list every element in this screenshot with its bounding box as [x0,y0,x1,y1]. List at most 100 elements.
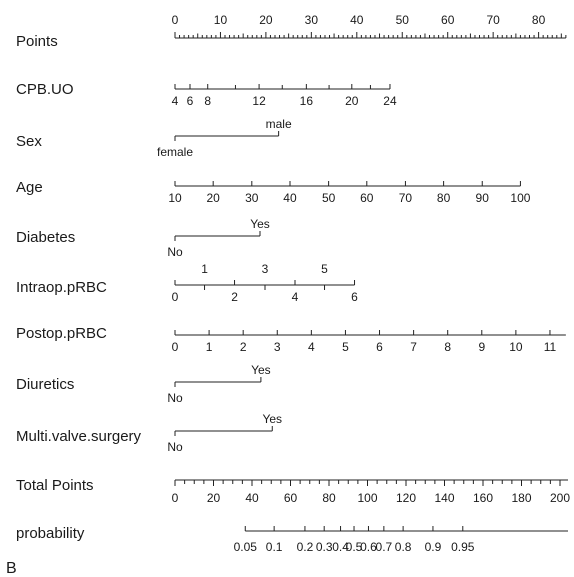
tick-label: 0 [172,340,179,354]
tick-label: 40 [283,191,297,205]
tick-label: 0.95 [451,540,475,554]
level-label: No [167,391,183,405]
tick-label: 0.5 [346,540,363,554]
level-label: Yes [251,363,271,377]
tick-label: 8 [204,94,211,108]
tick-label: 4 [292,290,299,304]
tick-label: 1 [201,262,208,276]
tick-label: 100 [510,191,530,205]
tick-label: 0.05 [234,540,258,554]
tick-label: 10 [509,340,523,354]
scale-points: 0 10 20 30 40 50 60 70 80 [172,13,567,39]
tick-label: 0.3 [316,540,333,554]
tick-label: 50 [396,13,410,27]
tick-label: 20 [206,191,220,205]
scale-age: 10 20 30 40 50 60 70 80 90 100 [168,181,531,205]
panel-label: B [6,560,17,577]
tick-label: 0.1 [266,540,283,554]
row-label-postop-prbc: Postop.pRBC [16,325,107,342]
tick-label: 180 [511,491,531,505]
tick-label: 5 [321,262,328,276]
tick-label: 8 [444,340,451,354]
tick-label: 6 [187,94,194,108]
tick-label: 100 [357,491,377,505]
tick-label: 16 [300,94,314,108]
tick-label: 70 [486,13,500,27]
row-label-probability: probability [16,525,85,542]
tick-label: 2 [231,290,238,304]
scale-sex: female male [157,117,292,159]
tick-label: 0.4 [332,540,349,554]
tick-label: 80 [322,491,336,505]
tick-label: 60 [360,191,374,205]
row-scales: 0 10 20 30 40 50 60 70 804 6 8 12 16 20 24femalemale10… [157,13,570,554]
tick-label: 5 [342,340,349,354]
tick-label: 70 [399,191,413,205]
scale-cpb-uo: 4 6 8 12 16 20 24 [172,84,397,108]
tick-label: 140 [434,491,454,505]
tick-label: 11 [544,340,557,354]
tick-label: 80 [532,13,546,27]
level-label: Yes [250,217,270,231]
tick-label: 160 [473,491,493,505]
level-label: No [167,245,183,259]
tick-label: 4 [308,340,315,354]
level-label: Yes [262,412,282,426]
tick-label: 0.2 [297,540,314,554]
tick-label: 200 [550,491,570,505]
row-label-intraop-prbc: Intraop.pRBC [16,279,107,296]
tick-label: 4 [172,94,179,108]
tick-label: 30 [245,191,259,205]
row-labels: Points CPB.UO Sex Age Diabetes Intraop.pRBC Po… [16,33,142,542]
tick-label: 40 [350,13,364,27]
tick-label: 0 [172,13,179,27]
tick-label: 12 [252,94,266,108]
tick-label: 90 [476,191,490,205]
scale-postop-prbc: 0 1 2 3 4 5 6 7 8 9 10 11 [172,330,566,354]
tick-label: 60 [441,13,455,27]
level-label: female [157,145,193,159]
row-label-sex: Sex [16,133,42,150]
scale-diuretics: No Yes [167,363,270,405]
tick-label: 40 [245,491,259,505]
scale-intraop-prbc: 0 2 4 6 1 3 5 [172,262,359,304]
tick-label: 80 [437,191,451,205]
scale-multi-valve-surgery: No Yes [167,412,282,454]
tick-label: 1 [206,340,213,354]
tick-label: 0.6 [360,540,377,554]
row-label-diabetes: Diabetes [16,229,75,246]
tick-label: 120 [396,491,416,505]
tick-label: 6 [351,290,358,304]
tick-label: 30 [305,13,319,27]
row-label-multi-valve-surgery: Multi.valve.surgery [16,428,142,445]
tick-label: 2 [240,340,247,354]
tick-label: 3 [274,340,281,354]
row-label-points: Points [16,33,58,50]
tick-label: 10 [214,13,228,27]
tick-label: 0.8 [395,540,412,554]
tick-label: 7 [410,340,417,354]
tick-label: 0.7 [376,540,393,554]
tick-label: 20 [207,491,221,505]
tick-label: 0 [172,491,179,505]
tick-label: 10 [168,191,182,205]
tick-label: 3 [262,262,269,276]
row-label-total-points: Total Points [16,477,94,494]
level-label: male [266,117,292,131]
tick-label: 20 [259,13,273,27]
row-label-age: Age [16,179,43,196]
tick-label: 0.9 [425,540,442,554]
tick-label: 60 [284,491,298,505]
row-label-cpb-uo: CPB.UO [16,81,74,98]
tick-label: 50 [322,191,336,205]
row-label-diuretics: Diuretics [16,376,74,393]
scale-probability: 0.05 0.1 0.2 0.3 0.40.50.60.7 0.8 0.9 0.95 [234,526,568,554]
scale-diabetes: No Yes [167,217,269,259]
tick-label: 20 [345,94,359,108]
tick-label: 6 [376,340,383,354]
tick-label: 0 [172,290,179,304]
level-label: No [167,440,183,454]
tick-label: 9 [478,340,485,354]
tick-label: 24 [383,94,397,108]
